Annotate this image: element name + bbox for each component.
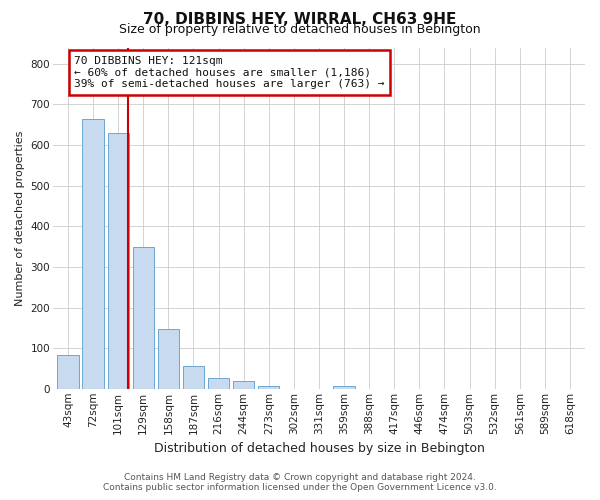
- X-axis label: Distribution of detached houses by size in Bebington: Distribution of detached houses by size …: [154, 442, 484, 455]
- Bar: [82, 120, 104, 389]
- Text: Contains HM Land Registry data © Crown copyright and database right 2024.
Contai: Contains HM Land Registry data © Crown c…: [103, 473, 497, 492]
- Text: 70 DIBBINS HEY: 121sqm
← 60% of detached houses are smaller (1,186)
39% of semi-: 70 DIBBINS HEY: 121sqm ← 60% of detached…: [74, 56, 385, 89]
- Bar: [158, 328, 179, 389]
- Text: 70, DIBBINS HEY, WIRRAL, CH63 9HE: 70, DIBBINS HEY, WIRRAL, CH63 9HE: [143, 12, 457, 28]
- Bar: [208, 378, 229, 389]
- Bar: [334, 386, 355, 389]
- Bar: [183, 366, 204, 389]
- Bar: [233, 382, 254, 389]
- Bar: [133, 248, 154, 389]
- Text: Size of property relative to detached houses in Bebington: Size of property relative to detached ho…: [119, 22, 481, 36]
- Y-axis label: Number of detached properties: Number of detached properties: [15, 130, 25, 306]
- Bar: [58, 355, 79, 389]
- Bar: [107, 133, 129, 389]
- Bar: [258, 386, 280, 389]
